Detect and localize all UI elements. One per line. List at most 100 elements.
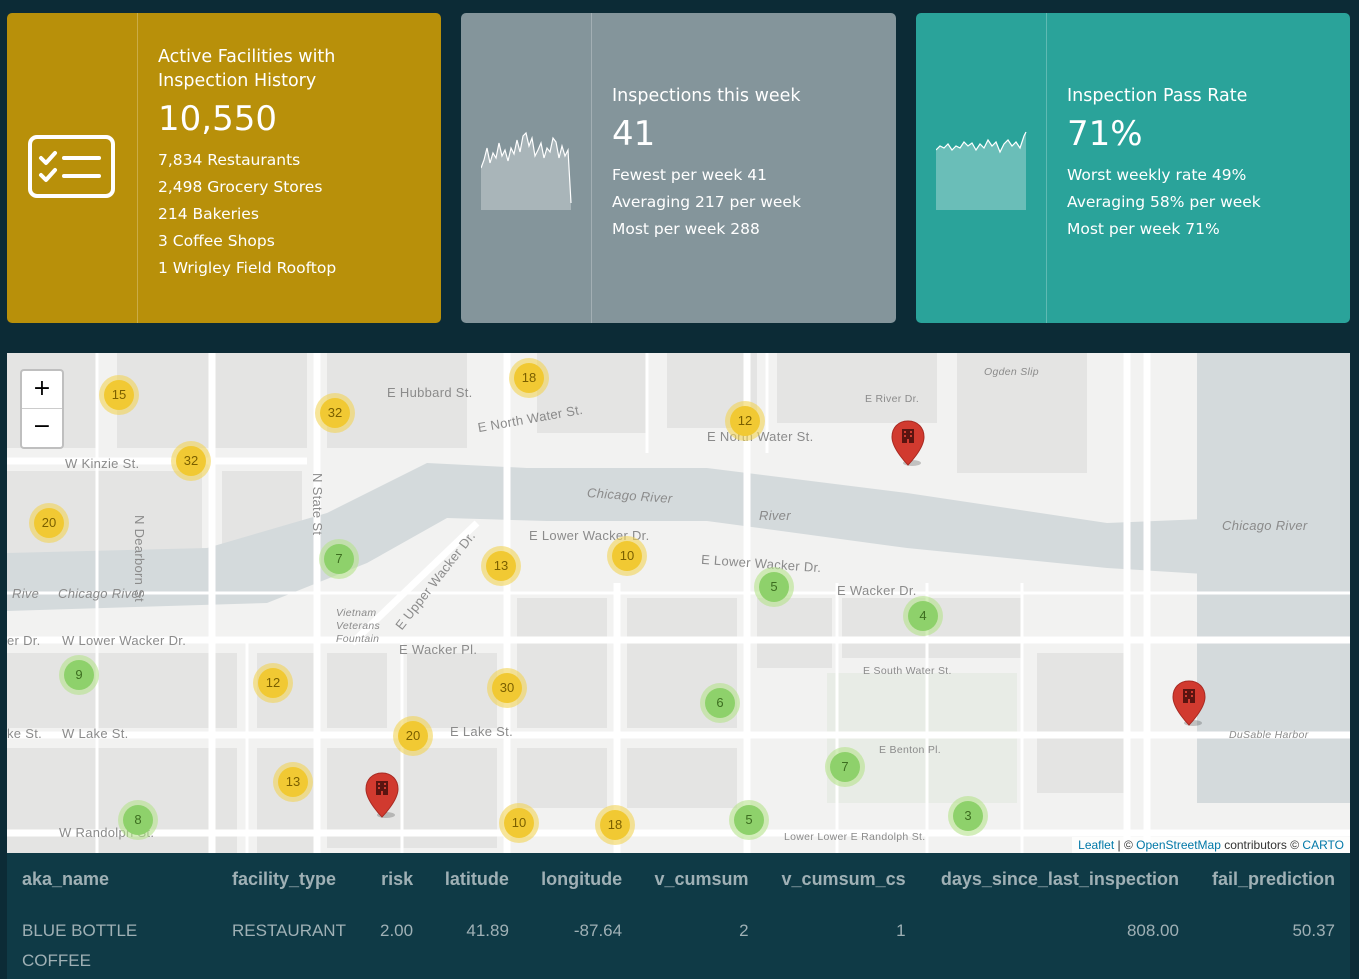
marker-cluster[interactable]: 7 xyxy=(825,747,865,787)
map-label: E Lake St. xyxy=(450,724,513,739)
sparkline-icon xyxy=(481,131,572,210)
table-cell: BLUE BOTTLE COFFEE xyxy=(22,921,138,970)
marker-cluster[interactable]: 10 xyxy=(607,536,647,576)
col-header[interactable]: latitude xyxy=(444,868,509,889)
marker-cluster[interactable]: 4 xyxy=(903,596,943,636)
card-stat: Most per week 288 xyxy=(612,220,760,238)
map-label: DuSable Harbor xyxy=(1229,729,1309,741)
marker-cluster[interactable]: 5 xyxy=(729,800,769,840)
card-stat: 7,834 Restaurants xyxy=(158,151,301,169)
map-label: Ogden Slip xyxy=(984,366,1039,378)
col-header[interactable]: fail_prediction xyxy=(1211,868,1335,889)
cluster-count: 15 xyxy=(104,380,134,410)
col-header[interactable]: risk xyxy=(381,868,414,889)
carto-link[interactable]: CARTO xyxy=(1302,838,1344,852)
marker-cluster[interactable]: 30 xyxy=(487,668,527,708)
marker-cluster[interactable]: 3 xyxy=(948,796,988,836)
table-row[interactable]: BLUE BOTTLE COFFEE RESTAURANT 2.00 41.89… xyxy=(7,895,1350,976)
cluster-count: 12 xyxy=(730,406,760,436)
cluster-count: 10 xyxy=(504,808,534,838)
map-tiles xyxy=(7,353,1350,853)
osm-link[interactable]: OpenStreetMap xyxy=(1136,838,1221,852)
map-label: Lower Lower E Randolph St. xyxy=(784,831,926,843)
marker-cluster[interactable]: 12 xyxy=(725,401,765,441)
col-header[interactable]: days_since_last_inspection xyxy=(940,868,1179,889)
col-header[interactable]: facility_type xyxy=(232,868,337,889)
zoom-in-button[interactable]: + xyxy=(22,371,62,409)
weekly-inspections-card: Inspections this week 41 Fewest per week… xyxy=(461,13,896,323)
cluster-count: 30 xyxy=(492,673,522,703)
map-label: E Hubbard St. xyxy=(387,385,473,400)
table-cell: 41.89 xyxy=(466,921,509,940)
map-label: N Dearborn St xyxy=(132,515,147,602)
map-label: W Kinzie St. xyxy=(65,456,140,471)
table-cell: 1 xyxy=(896,921,906,940)
marker-cluster[interactable]: 10 xyxy=(499,803,539,843)
card-stat: 1 Wrigley Field Rooftop xyxy=(158,259,337,277)
marker-cluster[interactable]: 13 xyxy=(481,546,521,586)
map-label: W Lower Wacker Dr. xyxy=(62,633,187,648)
card-stat: 214 Bakeries xyxy=(158,205,259,223)
marker-cluster[interactable]: 15 xyxy=(99,375,139,415)
marker-cluster[interactable]: 8 xyxy=(118,800,158,840)
zoom-control: + − xyxy=(20,369,64,449)
cluster-count: 5 xyxy=(759,572,789,602)
map-label: E Wacker Dr. xyxy=(837,583,917,598)
marker-cluster[interactable]: 32 xyxy=(171,441,211,481)
card-title: Inspections this week xyxy=(612,86,801,106)
cluster-count: 20 xyxy=(34,508,64,538)
card-stat: Fewest per week 41 xyxy=(612,166,767,184)
marker-cluster[interactable]: 12 xyxy=(253,663,293,703)
card-value: 10,550 xyxy=(158,99,277,139)
card-stat: Worst weekly rate 49% xyxy=(1067,166,1247,184)
location-pin-icon[interactable] xyxy=(890,419,926,467)
map[interactable]: E Hubbard St. E North Water St. E North … xyxy=(7,353,1350,853)
map-label: er Dr. xyxy=(7,633,41,648)
leaflet-link[interactable]: Leaflet xyxy=(1078,838,1115,852)
table-cell: 50.37 xyxy=(1292,921,1335,940)
marker-cluster[interactable]: 9 xyxy=(59,655,99,695)
card-stat: Averaging 58% per week xyxy=(1067,193,1261,211)
cluster-count: 9 xyxy=(64,660,94,690)
col-header[interactable]: v_cumsum_cs xyxy=(781,868,906,889)
marker-cluster[interactable]: 7 xyxy=(319,539,359,579)
map-label: E River Dr. xyxy=(865,393,920,405)
table-cell: 2 xyxy=(739,921,749,940)
sparkline-icon xyxy=(936,131,1027,210)
location-pin-icon[interactable] xyxy=(364,771,400,819)
map-label: Veterans xyxy=(336,620,381,632)
cluster-count: 5 xyxy=(734,805,764,835)
cluster-count: 10 xyxy=(612,541,642,571)
cluster-count: 13 xyxy=(278,767,308,797)
map-label: W Lake St. xyxy=(62,726,129,741)
table-cell: 2.00 xyxy=(380,921,414,940)
table-header-row: aka_name facility_type risk latitude lon… xyxy=(7,853,1350,895)
card-value: 41 xyxy=(612,114,656,154)
col-header[interactable]: aka_name xyxy=(22,868,110,889)
location-pin-icon[interactable] xyxy=(1171,679,1207,727)
marker-cluster[interactable]: 5 xyxy=(754,567,794,607)
col-header[interactable]: longitude xyxy=(541,868,623,889)
zoom-out-button[interactable]: − xyxy=(32,414,52,439)
card-title: Active Facilities with Inspection Histor… xyxy=(158,47,336,91)
marker-cluster[interactable]: 18 xyxy=(509,358,549,398)
col-header[interactable]: v_cumsum xyxy=(654,868,749,889)
cluster-count: 20 xyxy=(398,721,428,751)
cluster-count: 32 xyxy=(320,398,350,428)
card-stat: Averaging 217 per week xyxy=(612,193,801,211)
facilities-card: Active Facilities with Inspection Histor… xyxy=(7,13,441,323)
cluster-count: 18 xyxy=(600,810,630,840)
card-title: Inspection Pass Rate xyxy=(1067,86,1248,106)
table-cell: 808.00 xyxy=(1126,921,1179,940)
map-attribution: Leaflet | © OpenStreetMap contributors ©… xyxy=(1072,837,1350,853)
marker-cluster[interactable]: 6 xyxy=(700,683,740,723)
marker-cluster[interactable]: 18 xyxy=(595,805,635,845)
marker-cluster[interactable]: 20 xyxy=(29,503,69,543)
cluster-count: 13 xyxy=(486,551,516,581)
marker-cluster[interactable]: 13 xyxy=(273,762,313,802)
cluster-count: 8 xyxy=(123,805,153,835)
marker-cluster[interactable]: 20 xyxy=(393,716,433,756)
marker-cluster[interactable]: 32 xyxy=(315,393,355,433)
map-label: E South Water St. xyxy=(863,665,952,677)
map-label: N State St xyxy=(310,473,325,536)
